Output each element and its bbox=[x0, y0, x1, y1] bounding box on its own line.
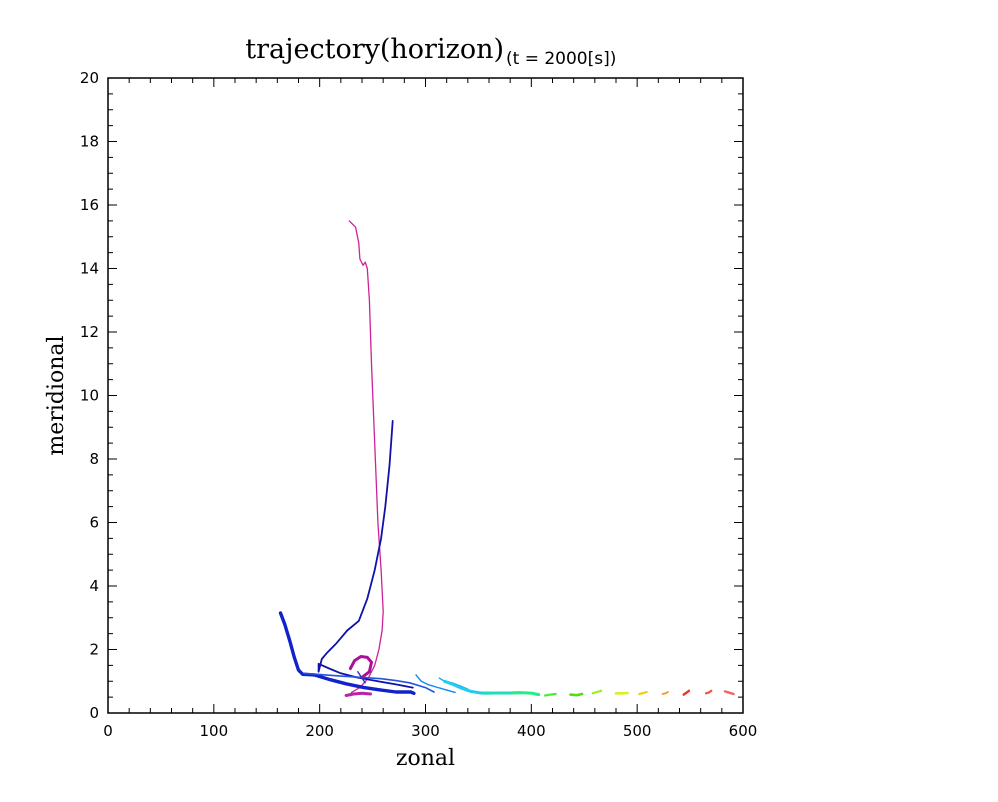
trajectory-line-2 bbox=[317, 420, 414, 689]
axis-ticks: 0 100 200 300 400 500 600 0 2 4 6 8 10 12 14 16 18 20 bbox=[80, 69, 757, 740]
trajectory-line-13 bbox=[544, 692, 557, 697]
x-tick-label: 100 bbox=[200, 722, 229, 740]
x-tick-label: 400 bbox=[517, 722, 546, 740]
y-tick-label: 14 bbox=[80, 260, 99, 278]
trajectory-line-21 bbox=[723, 690, 735, 696]
trajectory-line-20 bbox=[704, 689, 713, 695]
chart-subtitle: (t = 2000[s]) bbox=[506, 49, 616, 69]
x-tick-label: 300 bbox=[411, 722, 440, 740]
y-tick-label: 6 bbox=[89, 514, 99, 532]
y-tick-label: 16 bbox=[80, 196, 99, 214]
plot-area bbox=[278, 220, 735, 697]
y-tick-label: 8 bbox=[89, 450, 99, 468]
trajectory-line-12 bbox=[511, 691, 541, 697]
trajectory-line-15 bbox=[591, 689, 603, 695]
trajectory-line-8 bbox=[415, 674, 456, 694]
trajectory-line-3 bbox=[278, 611, 416, 695]
y-tick-label: 4 bbox=[89, 577, 99, 595]
y-tick-label: 0 bbox=[89, 704, 99, 722]
x-tick-label: 500 bbox=[623, 722, 652, 740]
x-axis-title: zonal bbox=[396, 746, 455, 771]
y-tick-label: 18 bbox=[80, 133, 99, 151]
trajectory-line-1 bbox=[348, 220, 384, 694]
trajectory-line-7 bbox=[344, 691, 372, 697]
plot-frame bbox=[107, 77, 744, 714]
y-axis-title: meridional bbox=[44, 335, 69, 455]
trajectory-line-14 bbox=[569, 692, 584, 697]
trajectory-line-19 bbox=[682, 689, 691, 696]
trajectory-line-4 bbox=[303, 672, 435, 693]
trajectory-line-5 bbox=[348, 655, 373, 678]
trajectory-line-18 bbox=[661, 691, 669, 695]
chart-title: trajectory(horizon) bbox=[245, 34, 504, 65]
x-tick-label: 600 bbox=[729, 722, 758, 740]
x-tick-label: 0 bbox=[103, 722, 113, 740]
y-tick-label: 2 bbox=[89, 641, 99, 659]
trajectory-line-6 bbox=[357, 671, 366, 684]
y-tick-label: 10 bbox=[80, 387, 99, 405]
y-tick-label: 12 bbox=[80, 323, 99, 341]
x-tick-label: 200 bbox=[305, 722, 334, 740]
y-tick-label: 20 bbox=[80, 69, 99, 87]
trajectory-line-17 bbox=[638, 690, 648, 696]
